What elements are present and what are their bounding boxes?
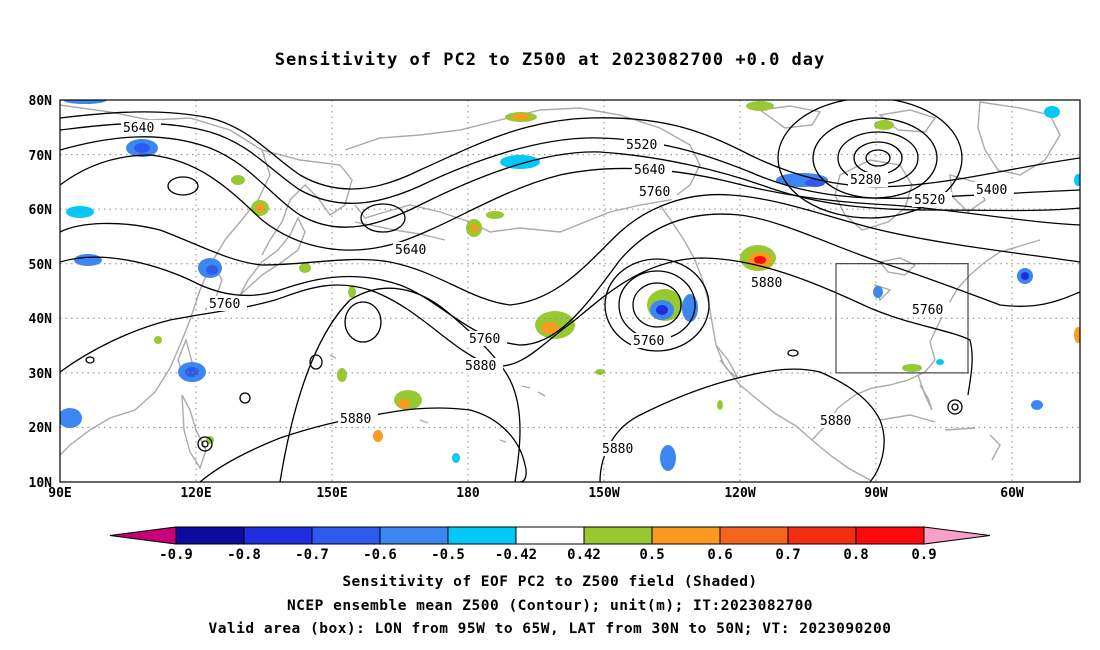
contour-label: 5760 [469,332,500,347]
lon-label: 120W [724,486,755,501]
colorbar-tick-label: 0.5 [639,547,664,563]
lat-label: 10N [29,476,53,491]
lon-label: 60W [1000,486,1024,501]
colorbar-swatch [651,526,721,545]
colorbar-swatch [787,526,857,545]
colorbar-tick-label: -0.7 [295,547,329,563]
lon-label: 150E [316,486,347,501]
contour-label: 5880 [820,414,851,429]
lat-label: 70N [29,149,53,164]
map-plot-area [60,100,1080,482]
lon-label: 150W [588,486,619,501]
colorbar-tick-label: 0.9 [911,547,936,563]
contour-label: 5520 [914,193,945,208]
contour-label: 5880 [751,276,782,291]
colorbar-tick-label: 0.42 [567,547,601,563]
z500-contours [60,100,1080,482]
colorbar-swatch [515,526,585,545]
caption-line-3: Valid area (box): LON from 95W to 65W, L… [208,621,892,637]
colorbar-swatch [311,526,381,545]
colorbar-tick-label: -0.9 [159,547,193,563]
lon-label: 180 [456,486,480,501]
contour-label: 5280 [850,173,881,188]
colorbar-tick-label: 0.6 [707,547,732,563]
contour-label: 5640 [123,121,154,136]
lat-label: 80N [29,94,53,109]
caption-line-2: NCEP ensemble mean Z500 (Contour); unit(… [286,598,814,614]
coastlines [60,101,1061,481]
contour-label: 5760 [639,185,670,200]
longitude-labels: 90E 120E 150E 180 150W 120W 90W 60W [48,486,1024,501]
colorbar-min-arrow [109,526,177,545]
lon-label: 90E [48,486,71,501]
colorbar-tick-label: -0.6 [363,547,397,563]
contour-label: 5880 [602,442,633,457]
colorbar-swatch [719,526,789,545]
contour-label: 5640 [395,243,426,258]
contour-label: 5760 [633,334,664,349]
caption-line-1: Sensitivity of EOF PC2 to Z500 field (Sh… [342,574,758,590]
contour-label: 5880 [465,359,496,374]
valid-area-box [835,263,969,374]
colorbar-swatch [855,526,925,545]
lon-label: 120E [180,486,211,501]
contour-label: 5760 [912,303,943,318]
grid-lines [60,100,1080,482]
sensitivity-shading [60,100,1080,471]
lat-label: 60N [29,203,53,218]
contour-label: 5760 [209,297,240,312]
contour-label: 5400 [976,183,1007,198]
lat-label: 20N [29,421,53,436]
colorbar-swatch [243,526,313,545]
latitude-labels: 80N 70N 60N 50N 40N 30N 20N 10N [29,94,53,491]
contour-label: 5880 [340,412,371,427]
lat-label: 40N [29,312,53,327]
colorbar: -0.9 -0.8 -0.7 -0.6 -0.5 -0.42 0.42 0.5 0.6 0.7 0.… [109,526,991,563]
colorbar-swatch [447,526,517,545]
contour-label: 5520 [626,138,657,153]
map-title: Sensitivity of PC2 to Z500 at 2023082700… [274,50,826,70]
contour-labels: 5640 5520 5640 5760 5280 5400 5520 5640 … [121,120,1014,457]
lon-label: 90W [864,486,888,501]
contour-label: 5640 [634,163,665,178]
map-frame [59,99,1081,483]
colorbar-tick-label: -0.42 [495,547,537,563]
colorbar-swatch [379,526,449,545]
colorbar-swatch [175,526,245,545]
lat-label: 50N [29,258,53,273]
lat-label: 30N [29,367,53,382]
colorbar-tick-label: -0.5 [431,547,465,563]
colorbar-swatch [583,526,653,545]
colorbar-max-arrow [923,526,991,545]
colorbar-tick-label: 0.7 [775,547,800,563]
colorbar-tick-label: -0.8 [227,547,261,563]
colorbar-tick-label: 0.8 [843,547,868,563]
